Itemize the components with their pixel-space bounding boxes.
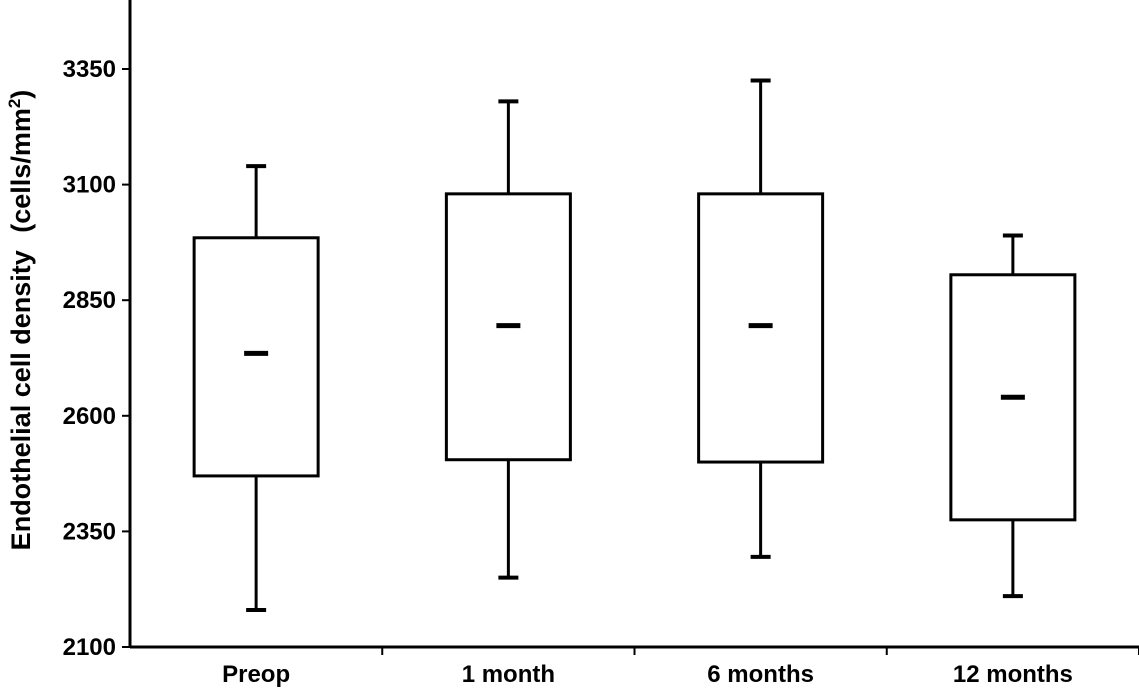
y-axis-unit-superscript: 2: [5, 99, 24, 108]
y-tick-label-2350: 2350: [63, 518, 116, 545]
x-tick-label-2: 6 months: [707, 661, 814, 688]
svg-text:Endothelial cell density: Endothelial cell density (cells/mm2): [5, 90, 36, 551]
box-0-iqr: [192, 236, 320, 478]
y-axis-label: Endothelial cell density: [6, 250, 36, 550]
x-tick-label-0: Preop: [222, 661, 290, 688]
y-axis-unit: (cells/mm: [6, 108, 36, 233]
y-tick-label-2850: 2850: [63, 287, 116, 314]
y-axis-title: Endothelial cell density (cells/mm2): [5, 90, 36, 551]
x-tick-label-1: 1 month: [462, 661, 555, 688]
y-tick-label-3350: 3350: [63, 56, 116, 83]
y-tick-label-2600: 2600: [63, 403, 116, 430]
y-tick-label-3100: 3100: [63, 172, 116, 199]
plot-area: 2100 2350 2600 2850 3100 3350 Preop 1 month 6 mo…: [63, 0, 1139, 688]
x-tick-label-3: 12 months: [953, 661, 1073, 688]
y-tick-label-2100: 2100: [63, 634, 116, 661]
y-axis-unit-close: ): [6, 90, 36, 99]
